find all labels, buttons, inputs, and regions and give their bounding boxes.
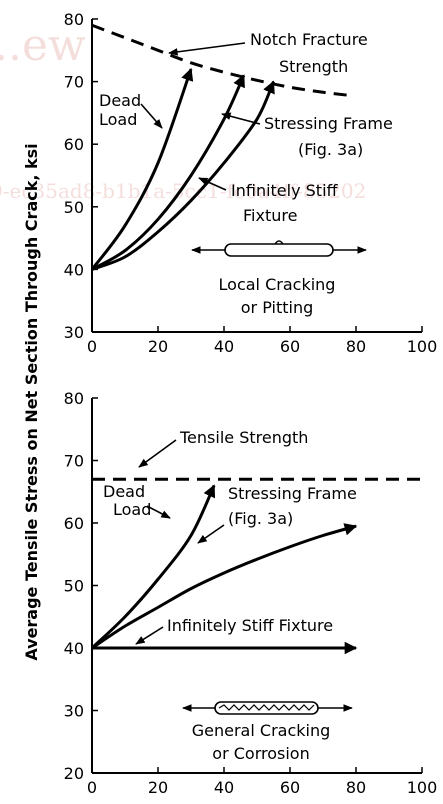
- y-tick-label: 20: [64, 764, 84, 783]
- local-cracking-label-line1: Local Cracking: [219, 275, 336, 294]
- series-notch-fracture-strength: [91, 23, 350, 97]
- x-tick-label: 60: [280, 337, 300, 356]
- series-dead-load: [90, 67, 194, 271]
- watermark-middle: 9-ec35ad8-b1b1a-5cc1-fc0a4ff-85202: [0, 179, 366, 203]
- infinitely-stiff-label-line2: Fixture: [243, 206, 297, 225]
- y-axis-label: Average Tensile Stress on Net Section Th…: [22, 143, 41, 660]
- x-tick-label: 100: [407, 778, 438, 797]
- general-cracking-specimen-icon: [182, 701, 353, 715]
- x-tick-label: 60: [280, 778, 300, 797]
- stressing-frame-label-line1: Stressing Frame: [228, 484, 357, 503]
- y-tick-label: 70: [64, 73, 84, 92]
- y-tick-label: 60: [64, 514, 84, 533]
- x-tick-label: 0: [87, 337, 97, 356]
- x-tick-label: 0: [87, 778, 97, 797]
- series-infinitely-stiff-fixture: [91, 80, 275, 271]
- stressing-frame-label-line2: (Fig. 3a): [228, 509, 293, 528]
- dead-load-label-line2: Load: [99, 110, 137, 129]
- dead-load-leader: [146, 505, 171, 519]
- infinitely-stiff-label: Infinitely Stiff Fixture: [167, 616, 333, 635]
- tensile-strength-label: Tensile Strength: [179, 428, 308, 447]
- x-tick-label: 40: [214, 337, 234, 356]
- dead-load-leader: [140, 103, 163, 129]
- x-tick-label: 20: [148, 337, 168, 356]
- axes: 0 20 40 60 80 100 30 40 50 60 70 80: [64, 10, 438, 356]
- y-tick-label: 50: [64, 198, 84, 217]
- tensile-leader: [138, 439, 177, 468]
- x-tick-label: 20: [148, 778, 168, 797]
- watermark-top: ...ew: [0, 20, 86, 71]
- x-tick-label: 40: [214, 778, 234, 797]
- y-tick-label: 30: [64, 323, 84, 342]
- y-tick-label: 80: [64, 389, 84, 408]
- dead-load-label-line1: Dead: [99, 91, 141, 110]
- notch-fracture-label-line2: Strength: [279, 57, 348, 76]
- dead-load-label-line2: Load: [113, 500, 151, 519]
- stressing-frame-label-line2: (Fig. 3a): [298, 140, 363, 159]
- y-tick-label: 30: [64, 702, 84, 721]
- local-cracking-specimen-icon: [191, 240, 367, 257]
- local-cracking-label-line2: or Pitting: [241, 298, 313, 317]
- y-tick-label: 40: [64, 260, 84, 279]
- y-tick-label: 60: [64, 135, 84, 154]
- series-dead-load: [90, 484, 216, 650]
- notch-leader: [168, 42, 246, 56]
- stressing-frame-leader: [197, 524, 225, 544]
- x-tick-label: 80: [346, 778, 366, 797]
- notch-fracture-label-line1: Notch Fracture: [250, 30, 368, 49]
- series-stressing-frame-fig-3a: [91, 523, 358, 650]
- dead-load-label-line1: Dead: [103, 482, 145, 501]
- general-cracking-label-line1: General Cracking: [192, 721, 331, 740]
- stressing-frame-label-line1: Stressing Frame: [264, 114, 393, 133]
- x-tick-label: 80: [346, 337, 366, 356]
- infinitely-stiff-label-line1: Infinitely Stiff: [231, 181, 339, 200]
- y-tick-label: 40: [64, 639, 84, 658]
- y-tick-label: 80: [64, 10, 84, 29]
- y-tick-label: 50: [64, 577, 84, 596]
- infinitely-stiff-leader: [135, 626, 164, 645]
- series-stressing-frame-fig-3a: [91, 74, 246, 271]
- y-tick-label: 70: [64, 452, 84, 471]
- infinitely-stiff-leader: [198, 177, 227, 191]
- x-tick-label: 100: [407, 337, 438, 356]
- general-cracking-label-line2: or Corrosion: [212, 744, 309, 763]
